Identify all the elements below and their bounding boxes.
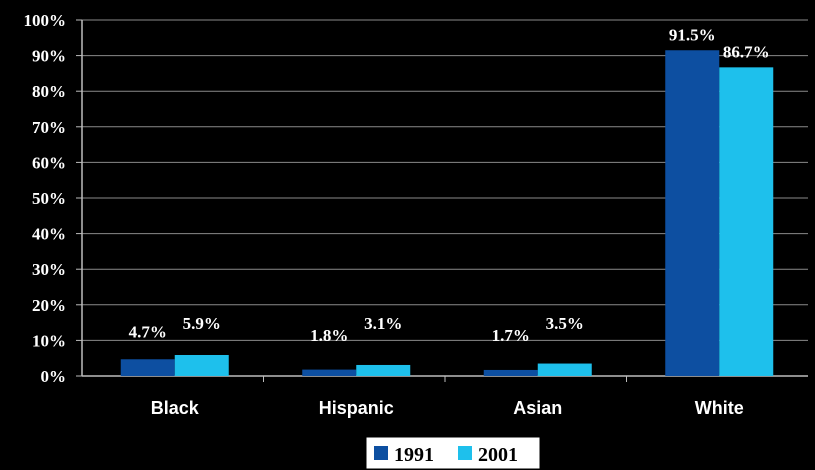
data-label: 5.9% (183, 314, 221, 333)
y-tick-label: 20% (32, 296, 66, 315)
y-tick-label: 90% (32, 47, 66, 66)
data-label: 1.7% (492, 326, 530, 345)
y-tick-label: 80% (32, 82, 66, 101)
bar-2001-asian (537, 363, 592, 376)
bar-1991-hispanic (302, 369, 357, 376)
data-label: 1.8% (310, 326, 348, 345)
bar-2001-black (174, 354, 229, 376)
data-label: 3.1% (364, 314, 402, 333)
y-tick-label: 0% (41, 367, 67, 386)
category-label: Hispanic (319, 398, 394, 418)
y-tick-label: 60% (32, 153, 66, 172)
data-label: 4.7% (129, 322, 167, 341)
bar-1991-asian (483, 369, 538, 376)
legend-swatch (374, 446, 388, 460)
category-label: Black (151, 398, 200, 418)
y-tick-label: 100% (24, 11, 67, 30)
bar-1991-white (665, 50, 720, 376)
legend-box (365, 436, 541, 470)
bar-2001-white (719, 67, 774, 377)
data-label: 3.5% (546, 314, 584, 333)
y-tick-label: 30% (32, 260, 66, 279)
category-label: Asian (513, 398, 562, 418)
legend-label: 1991 (394, 444, 434, 466)
y-tick-label: 70% (32, 118, 66, 137)
category-label: White (695, 398, 744, 418)
data-label: 91.5% (669, 25, 716, 44)
y-tick-label: 10% (32, 331, 66, 350)
data-label: 86.7% (723, 42, 770, 61)
legend-swatch (458, 446, 472, 460)
legend-label: 2001 (478, 444, 518, 466)
bar-2001-hispanic (356, 364, 411, 376)
y-tick-label: 50% (32, 189, 66, 208)
y-tick-label: 40% (32, 225, 66, 244)
bar-1991-black (120, 359, 175, 376)
